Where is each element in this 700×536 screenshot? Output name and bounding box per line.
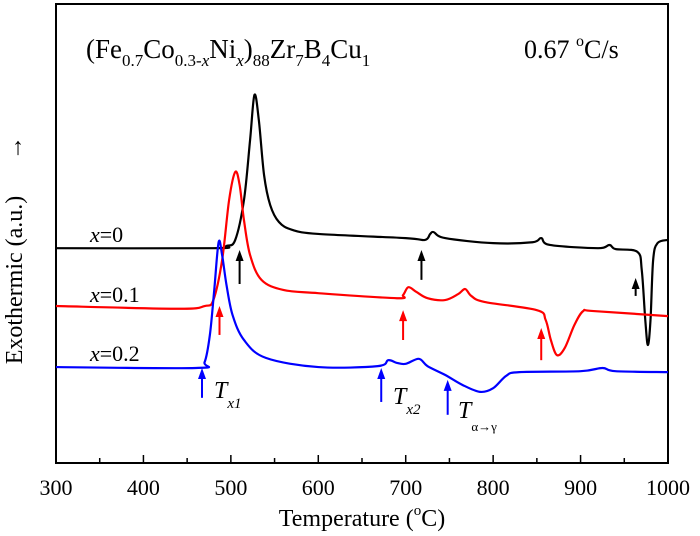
x-axis-label: Temperature (oC) bbox=[279, 503, 445, 532]
annotation-talpha-gamma: Tα→γ bbox=[458, 398, 497, 434]
y-axis-arrow: → bbox=[2, 136, 28, 160]
arrow-up-icon bbox=[631, 278, 640, 296]
arrow-up-icon bbox=[417, 250, 426, 280]
series-label-x02: x=0.2 bbox=[89, 341, 140, 366]
plot-frame bbox=[55, 3, 669, 464]
arrow-up-icon bbox=[399, 310, 408, 340]
x-tick-label: 900 bbox=[564, 475, 597, 500]
x-tick-label: 1000 bbox=[646, 475, 690, 500]
curve-x=0.2 bbox=[55, 239, 669, 394]
curve-x=0.1 bbox=[55, 170, 669, 357]
arrow-up-icon bbox=[235, 250, 244, 284]
y-axis-label: Exothermic (a.u.) bbox=[2, 196, 28, 365]
annotation-tx2: Tx2 bbox=[393, 384, 421, 418]
series-label-x0: x=0 bbox=[89, 222, 123, 247]
x-tick-label: 400 bbox=[127, 475, 160, 500]
annotation-tx1: Tx1 bbox=[214, 378, 242, 412]
series-label-x01: x=0.1 bbox=[89, 282, 140, 307]
x-tick-label: 700 bbox=[389, 475, 422, 500]
arrow-up-icon bbox=[537, 328, 546, 361]
x-tick-label: 600 bbox=[302, 475, 335, 500]
arrow-up-icon bbox=[443, 379, 452, 415]
x-tick-label: 500 bbox=[214, 475, 247, 500]
arrow-up-icon bbox=[198, 367, 207, 398]
x-tick-label: 800 bbox=[477, 475, 510, 500]
x-tick-label: 300 bbox=[40, 475, 73, 500]
arrow-up-icon bbox=[215, 306, 224, 335]
curve-x=0 bbox=[55, 93, 669, 347]
heating-rate-label: 0.67 oC/s bbox=[524, 33, 619, 64]
arrow-up-icon bbox=[377, 367, 386, 402]
chart-title: (Fe0.7Co0.3-xNix)88Zr7B4Cu1 bbox=[86, 34, 370, 70]
